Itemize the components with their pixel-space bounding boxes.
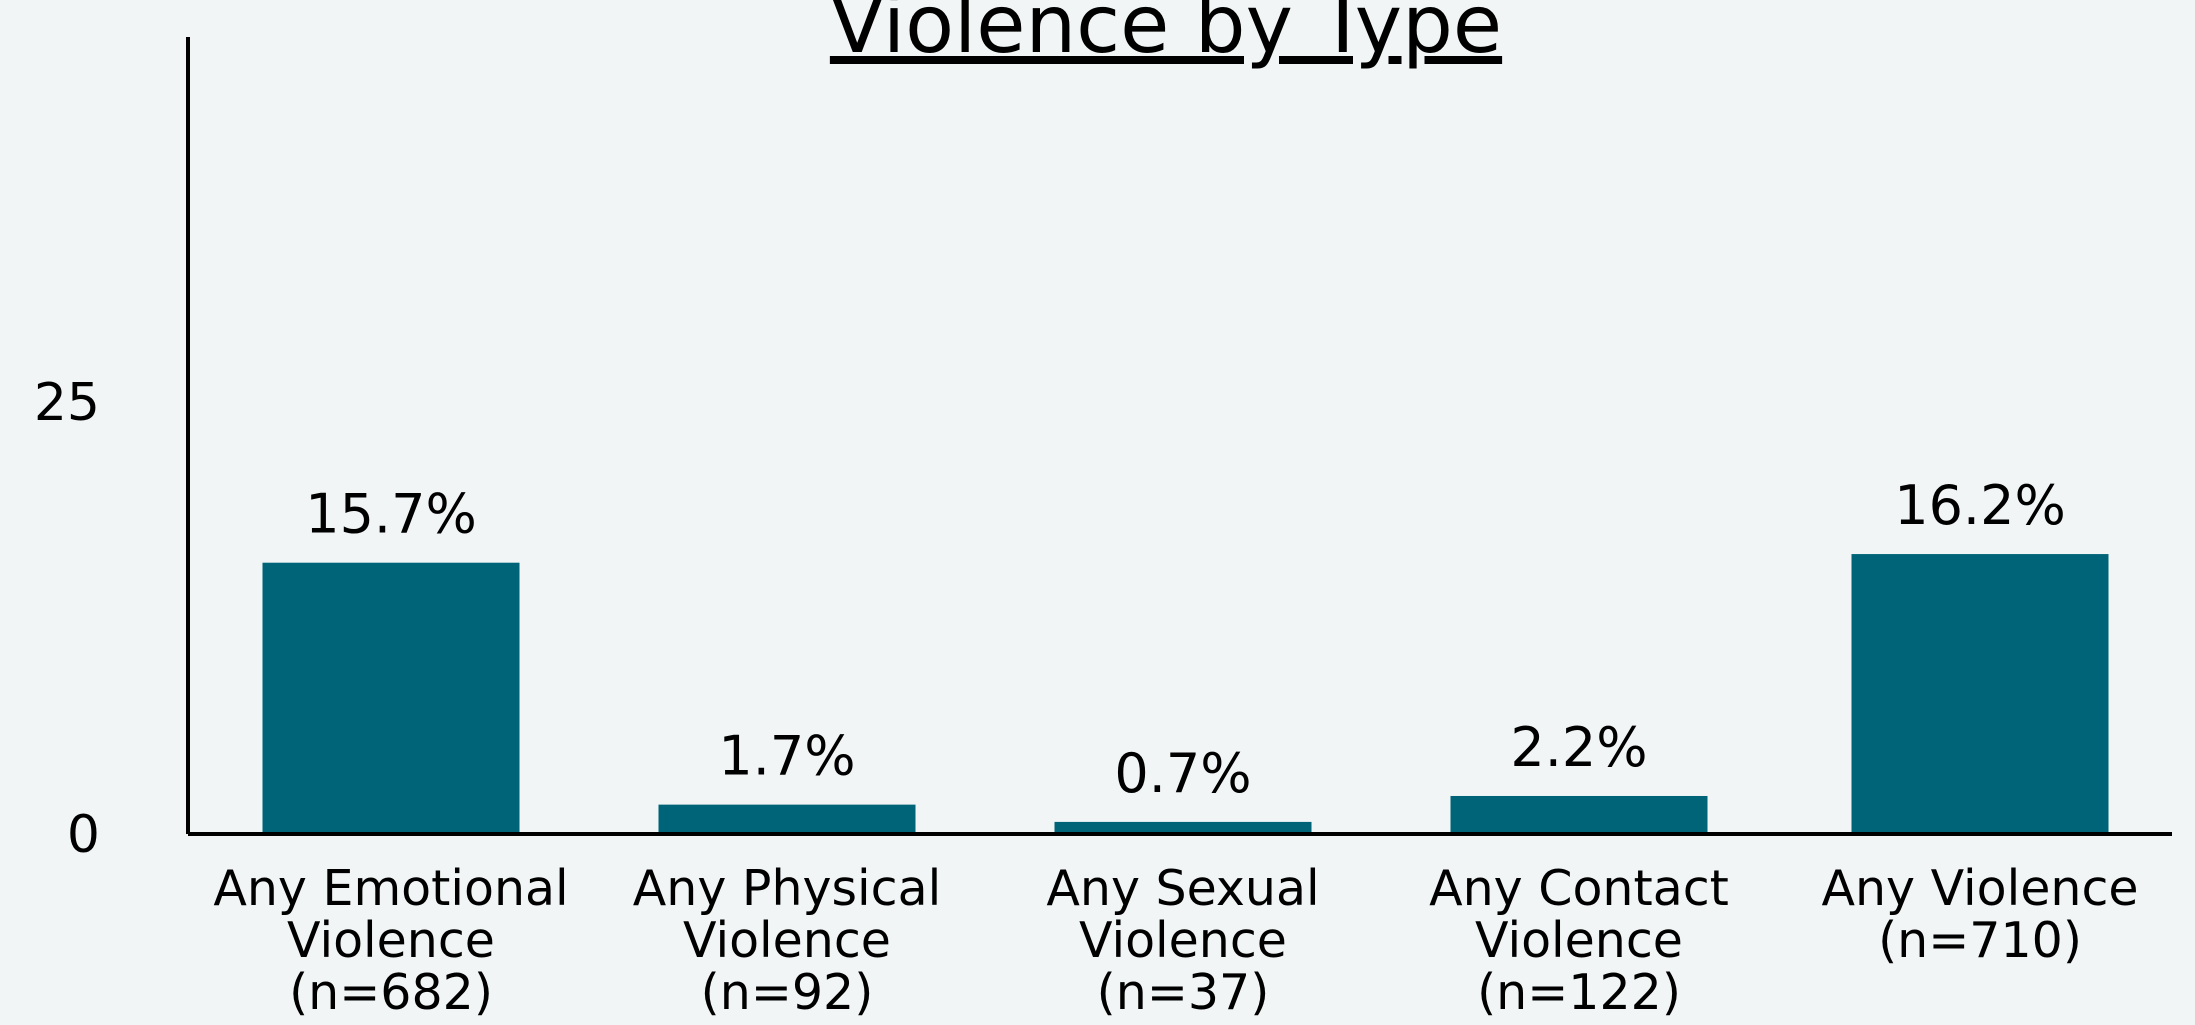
value-label-4: 16.2% xyxy=(1894,474,2066,537)
bars-layer xyxy=(262,554,2109,834)
value-label-2: 0.7% xyxy=(1114,742,1251,805)
category-label-4-line-1: (n=710) xyxy=(1878,912,2082,969)
bar-4 xyxy=(1851,554,2109,834)
category-label-0-line-1: Violence xyxy=(287,912,495,969)
category-label-3-line-0: Any Contact xyxy=(1429,860,1729,917)
category-label-3-line-1: Violence xyxy=(1475,912,1683,969)
category-label-0-line-0: Any Emotional xyxy=(213,860,568,917)
labels-layer: 15.7%Any EmotionalViolence(n=682)1.7%Any… xyxy=(213,474,2138,1021)
category-label-3-line-2: (n=122) xyxy=(1477,964,1681,1021)
y-tick-label-1: 25 xyxy=(34,373,100,433)
y-ticks-layer: 0 25 xyxy=(34,373,100,865)
category-label-0-line-2: (n=682) xyxy=(289,964,493,1021)
bar-0 xyxy=(262,562,520,834)
bar-1 xyxy=(658,804,916,834)
category-label-1-line-2: (n=92) xyxy=(701,964,874,1021)
value-label-0: 15.7% xyxy=(305,483,477,546)
bar-3 xyxy=(1450,795,1708,834)
bar-2 xyxy=(1054,821,1312,834)
value-label-3: 2.2% xyxy=(1510,716,1647,779)
category-label-4-line-0: Any Violence xyxy=(1821,860,2138,917)
category-label-1-line-1: Violence xyxy=(683,912,891,969)
category-label-2-line-2: (n=37) xyxy=(1097,964,1270,1021)
chart-title: Violence by Type xyxy=(830,0,1502,71)
y-tick-label-0: 0 xyxy=(67,805,100,865)
category-label-1-line-0: Any Physical xyxy=(633,860,941,917)
value-label-1: 1.7% xyxy=(718,725,855,788)
category-label-2-line-0: Any Sexual xyxy=(1046,860,1319,917)
category-label-2-line-1: Violence xyxy=(1079,912,1287,969)
